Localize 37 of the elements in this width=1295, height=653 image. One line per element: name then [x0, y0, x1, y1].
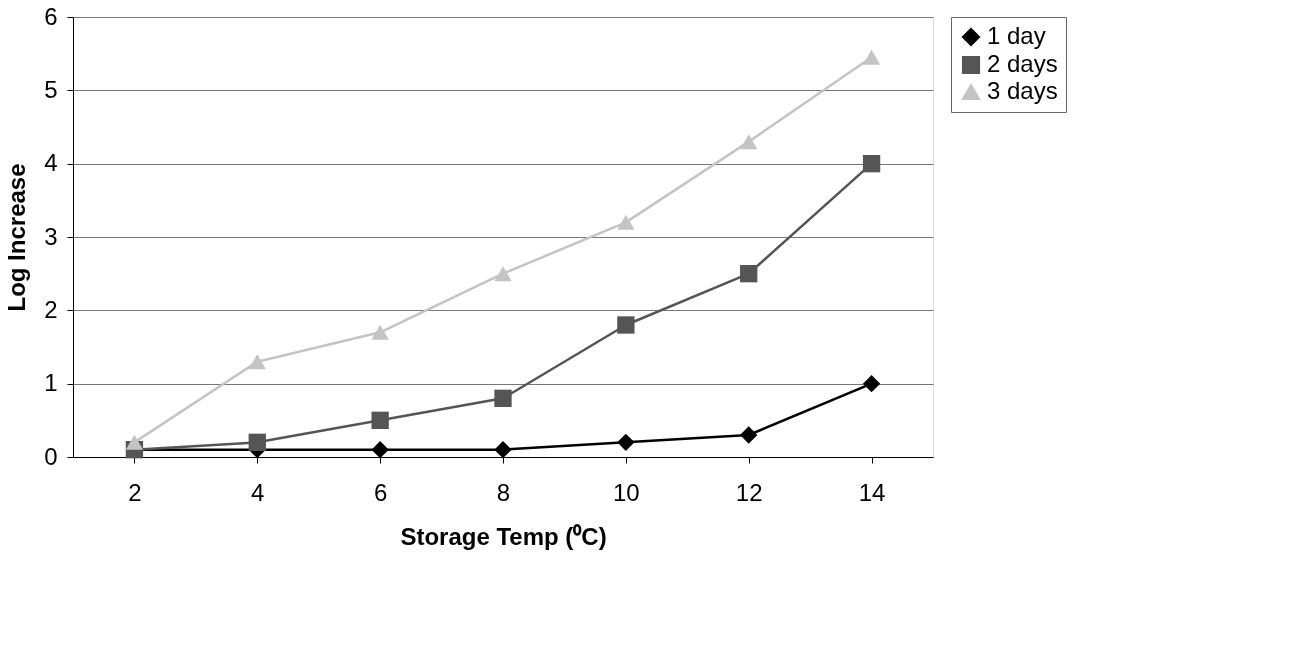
legend-label: 2 days — [987, 50, 1058, 77]
y-tick-label: 4 — [44, 149, 58, 177]
point — [862, 49, 881, 65]
x-tick-label: 12 — [735, 478, 763, 506]
x-axis-title: Storage Temp (⁰C) — [400, 522, 607, 550]
point — [617, 214, 635, 230]
point — [740, 134, 758, 150]
point — [494, 441, 512, 459]
point — [862, 375, 881, 393]
legend-label: 1 day — [987, 22, 1046, 49]
x-tick-label: 10 — [613, 478, 640, 506]
point — [740, 426, 758, 444]
point — [617, 433, 635, 451]
point — [617, 316, 635, 334]
point — [248, 433, 266, 451]
point — [740, 265, 758, 283]
y-tick-label: 0 — [44, 442, 58, 470]
point — [371, 411, 389, 429]
point — [862, 155, 881, 173]
y-tick-label: 2 — [44, 295, 58, 323]
y-tick-label: 5 — [44, 75, 58, 103]
point — [371, 441, 389, 459]
x-tick-label: 14 — [858, 478, 886, 506]
x-tick-label: 4 — [251, 478, 265, 506]
point — [248, 354, 266, 370]
y-tick-label: 1 — [44, 369, 58, 397]
x-tick-label: 6 — [373, 478, 388, 506]
point — [125, 434, 144, 450]
point — [494, 389, 512, 407]
x-tick-label: 8 — [496, 478, 511, 506]
x-tick-label: 2 — [128, 478, 142, 506]
point — [494, 266, 512, 282]
point — [371, 324, 389, 340]
y-tick-label: 6 — [44, 2, 58, 30]
y-tick-label: 3 — [44, 222, 58, 250]
y-axis-title: Log Increase — [3, 163, 31, 312]
legend-label: 3 days — [987, 77, 1058, 104]
